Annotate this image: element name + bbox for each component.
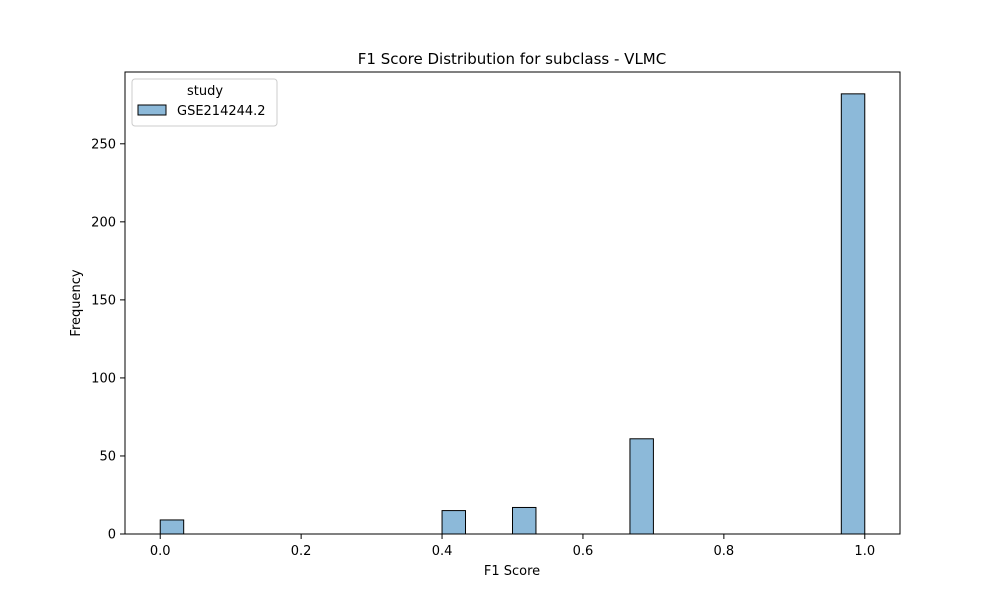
histogram-bar — [629, 438, 654, 535]
x-tick-label: 0.4 — [432, 544, 453, 559]
plot-frame — [124, 71, 901, 535]
histogram-bar — [840, 93, 866, 535]
legend-title: study — [187, 84, 223, 99]
legend-swatch — [137, 104, 167, 116]
y-tick-label: 100 — [91, 371, 116, 386]
legend-entry-label: GSE214244.2 — [177, 104, 266, 119]
x-tick-label: 0.8 — [714, 544, 735, 559]
y-tick-label: 150 — [91, 293, 116, 308]
axes-layer: 0.0 0.2 0.4 0.6 0.8 1.0 0 50 100 150 200 250 — [91, 71, 901, 559]
histogram-bar — [441, 510, 467, 535]
x-tick-label: 0.6 — [573, 544, 594, 559]
y-tick-label: 0 — [108, 528, 116, 543]
bars-layer — [159, 93, 866, 535]
chart-title: F1 Score Distribution for subclass - VLM… — [358, 50, 666, 68]
x-tick-label: 1.0 — [854, 544, 875, 559]
histogram-bar — [159, 519, 185, 535]
y-tick-label: 200 — [91, 215, 116, 230]
histogram-bar — [512, 506, 537, 535]
y-tick-label: 250 — [91, 137, 116, 152]
x-tick-label: 0.2 — [291, 544, 312, 559]
legend-frame — [131, 78, 278, 127]
x-axis-label: F1 Score — [484, 564, 540, 579]
legend: study GSE214244.2 — [131, 78, 278, 127]
x-tick-label: 0.0 — [150, 544, 171, 559]
y-axis-label: Frequency — [69, 269, 84, 336]
y-tick-label: 50 — [99, 449, 116, 464]
